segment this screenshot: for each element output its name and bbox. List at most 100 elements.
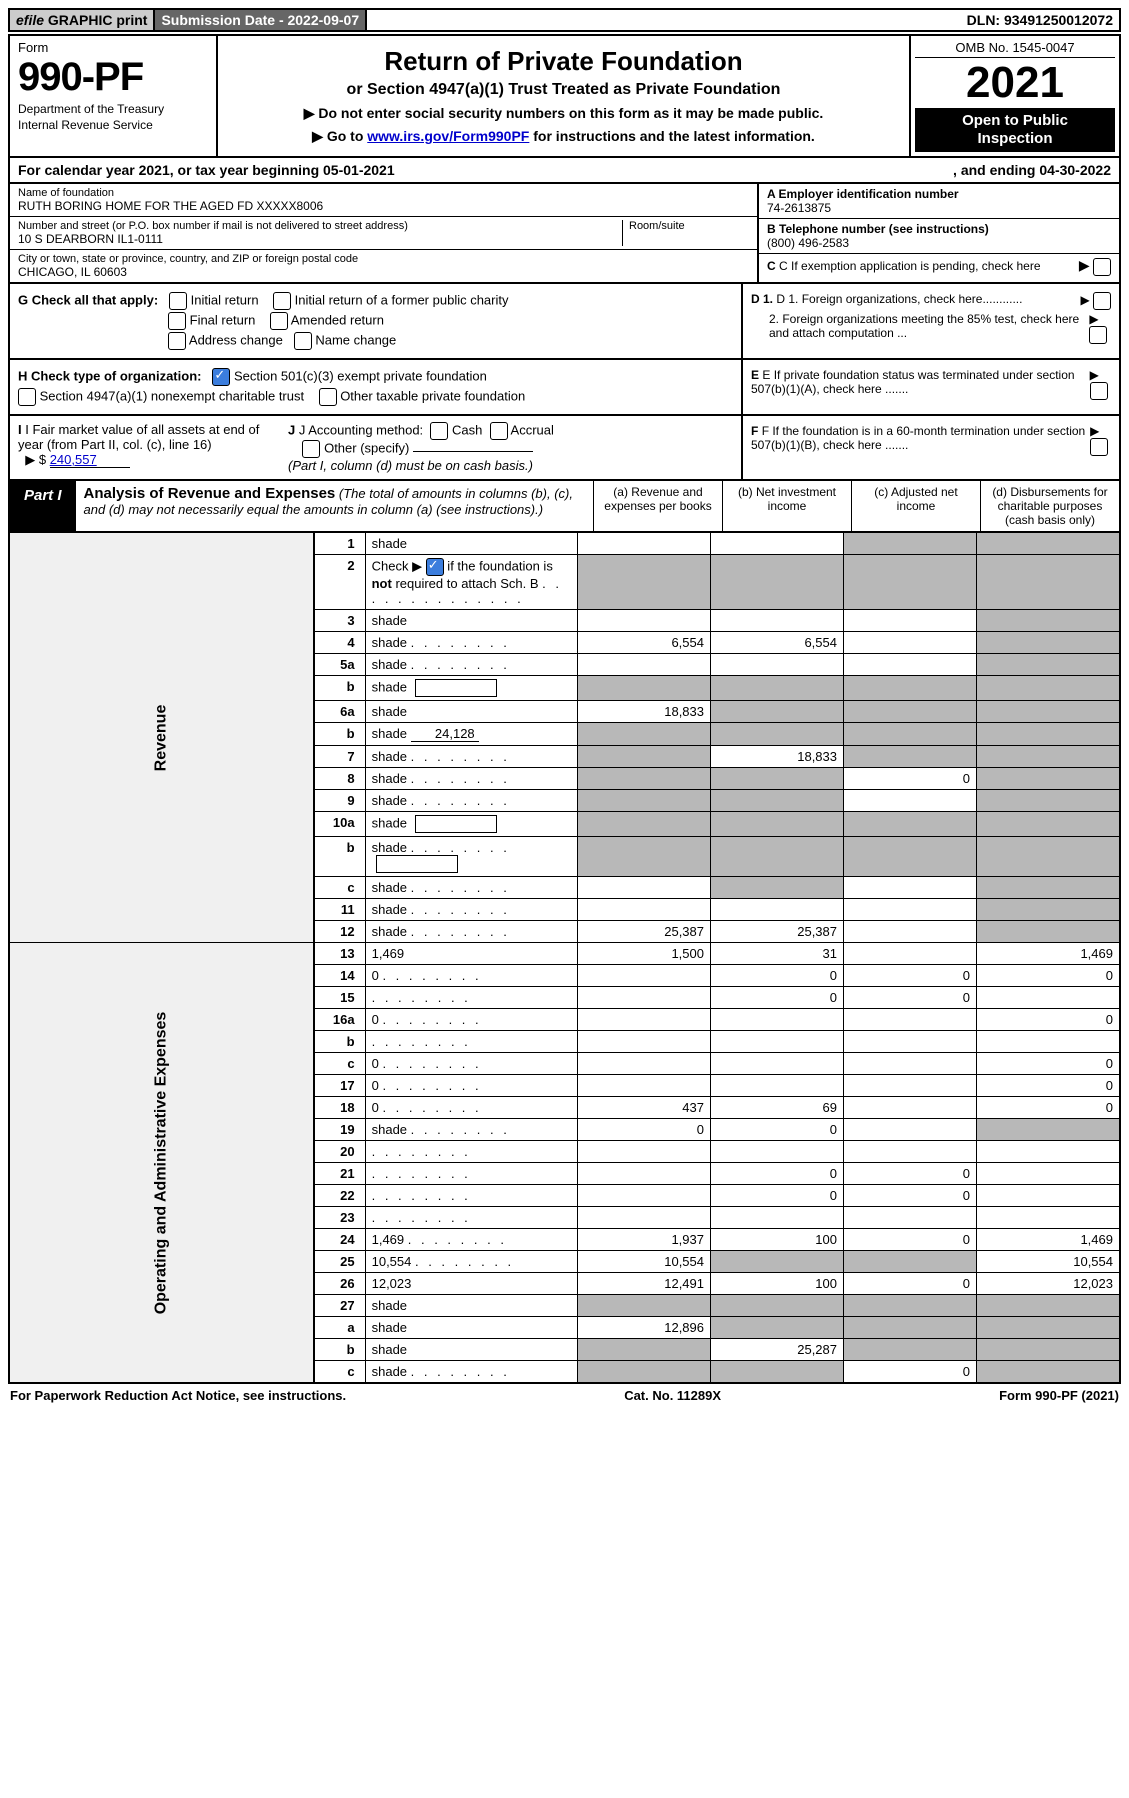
amount-cell: 31 (711, 943, 844, 965)
amount-cell (977, 768, 1121, 790)
checkbox-c[interactable] (1093, 258, 1111, 276)
amount-cell (578, 1185, 711, 1207)
instr-2: ▶ Go to www.irs.gov/Form990PF for instru… (230, 128, 897, 145)
checkbox-other-method[interactable] (302, 440, 320, 458)
checkbox-sch-b[interactable] (426, 558, 444, 576)
checkbox-e[interactable] (1090, 382, 1108, 400)
line-description: shade . . . . . . . . (365, 768, 577, 790)
amount-cell (578, 723, 711, 746)
checkbox-amended-return[interactable] (270, 312, 288, 330)
line-description: . . . . . . . . (365, 1207, 577, 1229)
footer-row: For Paperwork Reduction Act Notice, see … (8, 1384, 1121, 1407)
checkbox-4947[interactable] (18, 388, 36, 406)
checkbox-other-taxable[interactable] (319, 388, 337, 406)
line-description: shade . . . . . . . . (365, 837, 577, 877)
amount-cell (578, 877, 711, 899)
amount-cell (977, 987, 1121, 1009)
amount-cell (711, 1031, 844, 1053)
street-cell: Number and street (or P.O. box number if… (10, 217, 757, 250)
amount-cell (711, 1207, 844, 1229)
checkbox-name-change[interactable] (294, 332, 312, 350)
amount-cell (711, 1009, 844, 1031)
line-description: 0 . . . . . . . . (365, 1097, 577, 1119)
checkbox-address-change[interactable] (168, 332, 186, 350)
line-description: . . . . . . . . (365, 1141, 577, 1163)
revenue-side-label: Revenue (9, 533, 314, 943)
form-number: 990-PF (18, 55, 208, 100)
checkbox-final-return[interactable] (168, 312, 186, 330)
amount-cell (844, 610, 977, 632)
amount-cell (977, 1031, 1121, 1053)
checkbox-accrual[interactable] (490, 422, 508, 440)
line-description: 1,469 . . . . . . . . (365, 1229, 577, 1251)
line-description: . . . . . . . . (365, 1163, 577, 1185)
omb-number: OMB No. 1545-0047 (915, 40, 1115, 58)
title-main: Return of Private Foundation (230, 46, 897, 77)
expenses-side-label: Operating and Administrative Expenses (9, 943, 314, 1384)
amount-cell (977, 610, 1121, 632)
amount-cell (711, 768, 844, 790)
tax-year: 2021 (915, 58, 1115, 108)
checkbox-f[interactable] (1090, 438, 1108, 456)
amount-cell (578, 533, 711, 555)
amount-cell: 12,023 (977, 1273, 1121, 1295)
amount-cell (977, 1361, 1121, 1384)
line-description: shade (365, 533, 577, 555)
form-link[interactable]: www.irs.gov/Form990PF (367, 128, 529, 144)
checkbox-d1[interactable] (1093, 292, 1111, 310)
top-bar: efile GRAPHIC print Submission Date - 20… (8, 8, 1121, 32)
amount-cell: 0 (844, 987, 977, 1009)
checkbox-d2[interactable] (1089, 326, 1107, 344)
amount-cell (578, 1075, 711, 1097)
line-number: 5a (314, 654, 366, 676)
amount-cell (844, 533, 977, 555)
amount-cell: 6,554 (578, 632, 711, 654)
foundation-name-cell: Name of foundation RUTH BORING HOME FOR … (10, 184, 757, 217)
amount-cell (844, 701, 977, 723)
amount-cell (977, 1339, 1121, 1361)
checkbox-cash[interactable] (430, 422, 448, 440)
table-row: Operating and Administrative Expenses131… (9, 943, 1120, 965)
amount-cell: 0 (711, 1185, 844, 1207)
checkbox-501c3[interactable] (212, 368, 230, 386)
line-description: shade . . . . . . . . (365, 654, 577, 676)
amount-cell: 0 (977, 1097, 1121, 1119)
amount-cell (844, 943, 977, 965)
amount-cell (844, 1207, 977, 1229)
amount-cell (977, 1163, 1121, 1185)
line-number: c (314, 877, 366, 899)
line-number: b (314, 676, 366, 701)
line-description: shade . . . . . . . . (365, 746, 577, 768)
calendar-begin: For calendar year 2021, or tax year begi… (18, 162, 395, 178)
amount-cell: 0 (977, 1075, 1121, 1097)
line-number: 7 (314, 746, 366, 768)
line-number: 17 (314, 1075, 366, 1097)
part1-tab: Part I (10, 481, 76, 531)
amount-cell (844, 1251, 977, 1273)
amount-cell (977, 790, 1121, 812)
line-number: 19 (314, 1119, 366, 1141)
checkbox-initial-return[interactable] (169, 292, 187, 310)
amount-cell (844, 654, 977, 676)
title-block: Return of Private Foundation or Section … (218, 36, 911, 156)
amount-cell (711, 701, 844, 723)
amount-cell: 0 (977, 1009, 1121, 1031)
checkbox-initial-former[interactable] (273, 292, 291, 310)
line-number: 21 (314, 1163, 366, 1185)
amount-cell (844, 1119, 977, 1141)
line-number: 22 (314, 1185, 366, 1207)
amount-cell: 0 (977, 1053, 1121, 1075)
amount-cell (844, 790, 977, 812)
col-b-header: (b) Net investment income (722, 481, 851, 531)
amount-cell (578, 1009, 711, 1031)
line-description: 1,469 (365, 943, 577, 965)
amount-cell (711, 610, 844, 632)
line-description: shade (365, 1295, 577, 1317)
line-description: shade (365, 812, 577, 837)
amount-cell: 0 (711, 987, 844, 1009)
amount-cell (578, 1053, 711, 1075)
efile-label: efile GRAPHIC print (10, 10, 155, 30)
fmv-value: 240,557 (50, 452, 130, 468)
amount-cell (844, 1009, 977, 1031)
title-sub: or Section 4947(a)(1) Trust Treated as P… (230, 81, 897, 99)
